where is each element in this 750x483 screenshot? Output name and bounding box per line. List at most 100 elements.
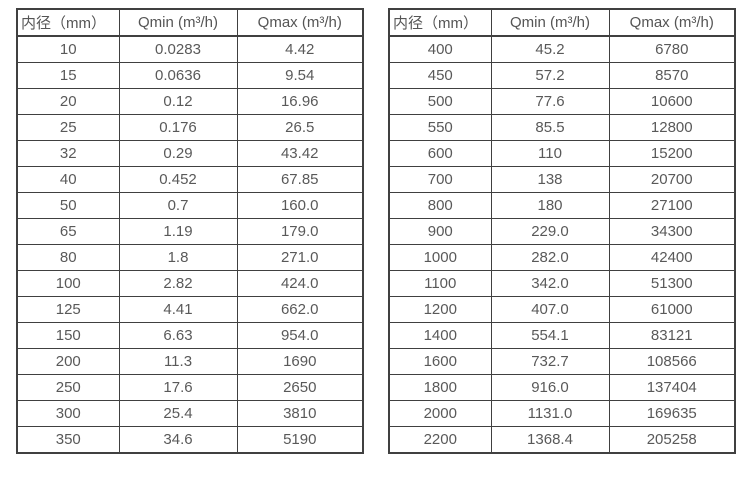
table-cell: 342.0 xyxy=(490,270,610,297)
table-cell: 25 xyxy=(16,114,120,141)
table-cell: 65 xyxy=(16,218,120,245)
table-row: 20 0.12 16.96 xyxy=(16,88,364,115)
table-cell: 1690 xyxy=(236,348,364,375)
table-row: 1400 554.1 83121 xyxy=(388,322,736,349)
table-cell: 180 xyxy=(490,192,610,219)
header-cell: 内径（mm） xyxy=(16,8,120,37)
table-row: 50 0.7 160.0 xyxy=(16,192,364,219)
table-cell: 4.41 xyxy=(118,296,238,323)
table-cell: 25.4 xyxy=(118,400,238,427)
table-row: 80 1.8 271.0 xyxy=(16,244,364,271)
flow-rate-table-small-diameters: 内径（mm） Qmin (m³/h) Qmax (m³/h) 10 0.0283 4.42… xyxy=(16,8,364,454)
table-row: 125 4.41 662.0 xyxy=(16,296,364,323)
table-row: 1200 407.0 61000 xyxy=(388,296,736,323)
table-cell: 80 xyxy=(16,244,120,271)
table-row: 300 25.4 3810 xyxy=(16,400,364,427)
table-row: 800 180 27100 xyxy=(388,192,736,219)
table-cell: 400 xyxy=(388,35,492,63)
table-cell: 160.0 xyxy=(236,192,364,219)
table-cell: 2650 xyxy=(236,374,364,401)
table-cell: 137404 xyxy=(608,374,736,401)
table-cell: 350 xyxy=(16,426,120,454)
table-cell: 15200 xyxy=(608,140,736,167)
table-cell: 1800 xyxy=(388,374,492,401)
table-row: 40 0.452 67.85 xyxy=(16,166,364,193)
table-cell: 40 xyxy=(16,166,120,193)
header-cell: Qmax (m³/h) xyxy=(236,8,364,37)
table-cell: 0.29 xyxy=(118,140,238,167)
table-cell: 125 xyxy=(16,296,120,323)
table-cell: 32 xyxy=(16,140,120,167)
table-cell: 20700 xyxy=(608,166,736,193)
table-cell: 0.12 xyxy=(118,88,238,115)
table-cell: 5190 xyxy=(236,426,364,454)
table-cell: 108566 xyxy=(608,348,736,375)
table-cell: 0.176 xyxy=(118,114,238,141)
table-cell: 57.2 xyxy=(490,62,610,89)
table-cell: 100 xyxy=(16,270,120,297)
table-cell: 150 xyxy=(16,322,120,349)
table-cell: 17.6 xyxy=(118,374,238,401)
table-cell: 50 xyxy=(16,192,120,219)
table-cell: 1400 xyxy=(388,322,492,349)
table-cell: 424.0 xyxy=(236,270,364,297)
table-cell: 450 xyxy=(388,62,492,89)
table-cell: 3810 xyxy=(236,400,364,427)
table-cell: 10600 xyxy=(608,88,736,115)
table-cell: 10 xyxy=(16,35,120,63)
table-cell: 6.63 xyxy=(118,322,238,349)
table-cell: 169635 xyxy=(608,400,736,427)
table-row: 1100 342.0 51300 xyxy=(388,270,736,297)
table-cell: 1600 xyxy=(388,348,492,375)
table-cell: 42400 xyxy=(608,244,736,271)
table-cell: 407.0 xyxy=(490,296,610,323)
table-cell: 600 xyxy=(388,140,492,167)
table-row: 1800 916.0 137404 xyxy=(388,374,736,401)
table-cell: 1100 xyxy=(388,270,492,297)
table-cell: 2.82 xyxy=(118,270,238,297)
table-cell: 27100 xyxy=(608,192,736,219)
table-row: 350 34.6 5190 xyxy=(16,426,364,454)
table-cell: 2200 xyxy=(388,426,492,454)
table-cell: 179.0 xyxy=(236,218,364,245)
header-cell: Qmin (m³/h) xyxy=(490,8,610,37)
table-cell: 61000 xyxy=(608,296,736,323)
table-cell: 271.0 xyxy=(236,244,364,271)
table-row: 900 229.0 34300 xyxy=(388,218,736,245)
table-row: 200 11.3 1690 xyxy=(16,348,364,375)
table-cell: 8570 xyxy=(608,62,736,89)
header-row: 内径（mm） Qmin (m³/h) Qmax (m³/h) xyxy=(16,8,364,37)
table-cell: 0.452 xyxy=(118,166,238,193)
table-cell: 900 xyxy=(388,218,492,245)
table-cell: 34.6 xyxy=(118,426,238,454)
table-row: 1000 282.0 42400 xyxy=(388,244,736,271)
table-row: 450 57.2 8570 xyxy=(388,62,736,89)
table-row: 1600 732.7 108566 xyxy=(388,348,736,375)
table-cell: 6780 xyxy=(608,35,736,63)
table-cell: 1.8 xyxy=(118,244,238,271)
table-row: 500 77.6 10600 xyxy=(388,88,736,115)
table-cell: 916.0 xyxy=(490,374,610,401)
table-row: 10 0.0283 4.42 xyxy=(16,35,364,63)
table-cell: 67.85 xyxy=(236,166,364,193)
table-cell: 16.96 xyxy=(236,88,364,115)
table-cell: 554.1 xyxy=(490,322,610,349)
table-cell: 0.0283 xyxy=(118,35,238,63)
flow-rate-table-large-diameters: 内径（mm） Qmin (m³/h) Qmax (m³/h) 400 45.2 6780 4… xyxy=(388,8,736,454)
table-cell: 51300 xyxy=(608,270,736,297)
table-cell: 2000 xyxy=(388,400,492,427)
table-row: 32 0.29 43.42 xyxy=(16,140,364,167)
table-cell: 250 xyxy=(16,374,120,401)
table-cell: 229.0 xyxy=(490,218,610,245)
table-cell: 1200 xyxy=(388,296,492,323)
table-cell: 1.19 xyxy=(118,218,238,245)
table-cell: 26.5 xyxy=(236,114,364,141)
table-cell: 45.2 xyxy=(490,35,610,63)
table-cell: 138 xyxy=(490,166,610,193)
header-cell: 内径（mm） xyxy=(388,8,492,37)
table-cell: 500 xyxy=(388,88,492,115)
table-cell: 205258 xyxy=(608,426,736,454)
header-row: 内径（mm） Qmin (m³/h) Qmax (m³/h) xyxy=(388,8,736,37)
table-cell: 15 xyxy=(16,62,120,89)
